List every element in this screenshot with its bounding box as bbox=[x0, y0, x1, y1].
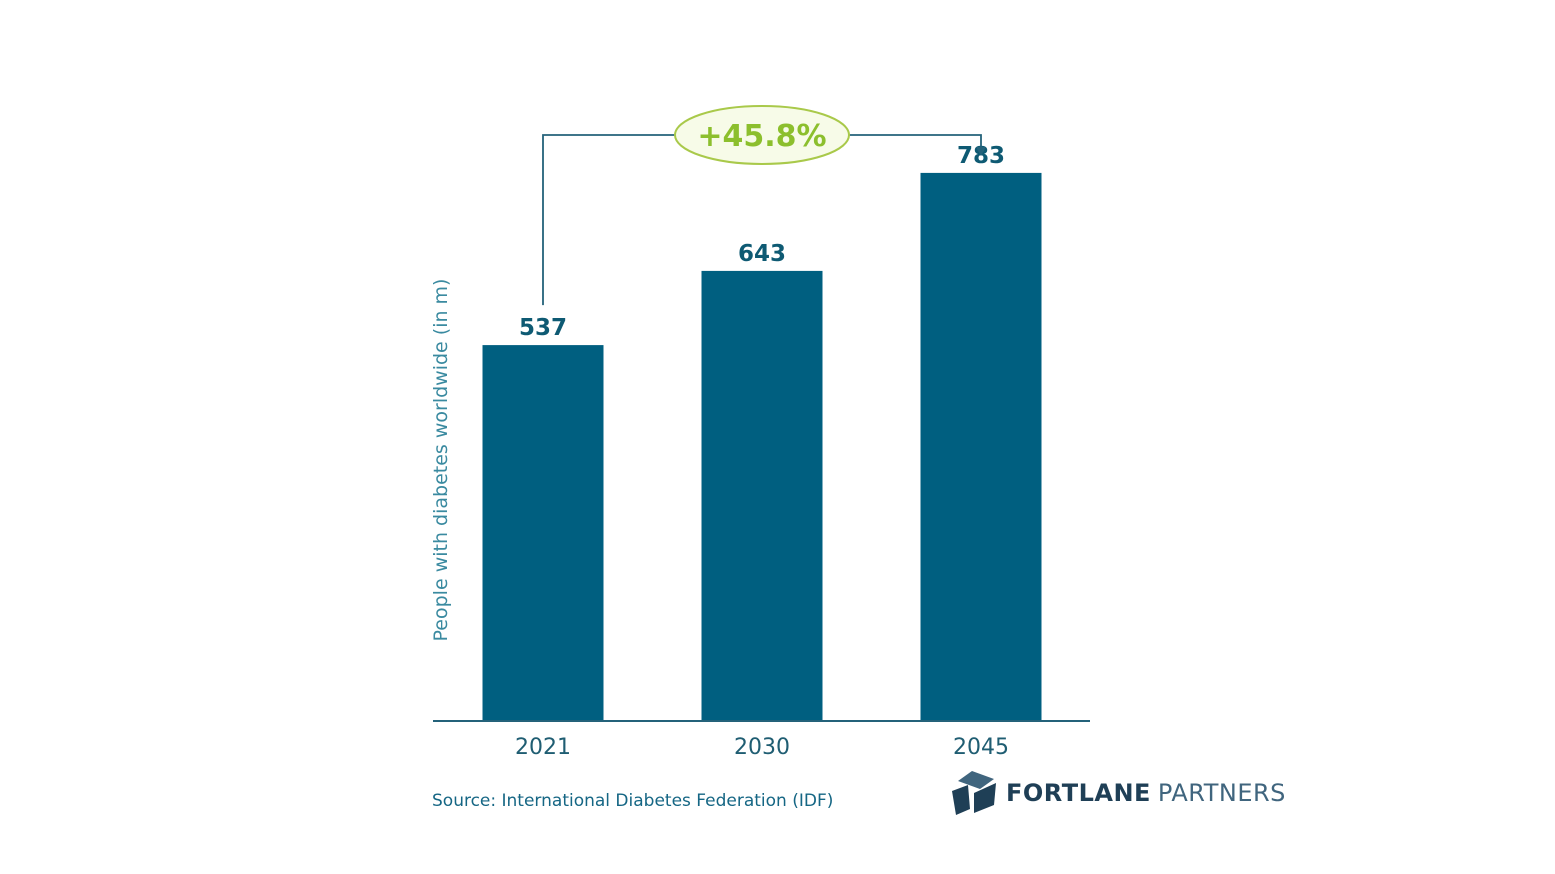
bars-group: 537643783 bbox=[482, 143, 1042, 721]
x-tick-labels: 2021 2030 2045 bbox=[515, 735, 1009, 760]
x-tick-2030: 2030 bbox=[734, 735, 790, 760]
growth-percentage: +45.8% bbox=[697, 119, 826, 154]
brand-name-bold: FORTLANE bbox=[1006, 779, 1151, 807]
brand-name-light: PARTNERS bbox=[1157, 779, 1286, 807]
growth-badge bbox=[674, 105, 850, 165]
x-tick-2021: 2021 bbox=[515, 735, 571, 760]
brand-logo: FORTLANE PARTNERS bbox=[950, 768, 1286, 818]
growth-connector-left bbox=[542, 134, 675, 306]
value-label-2021: 537 bbox=[519, 315, 567, 341]
source-note: Source: International Diabetes Federatio… bbox=[432, 791, 834, 811]
cube-logo-icon bbox=[952, 771, 996, 815]
y-axis-label: People with diabetes worldwide (in m) bbox=[430, 279, 452, 642]
value-label-2030: 643 bbox=[738, 241, 786, 267]
growth-arrow-icon bbox=[976, 147, 986, 156]
x-tick-2045: 2045 bbox=[953, 735, 1009, 760]
growth-annotation: +45.8% bbox=[542, 105, 986, 306]
bar-2030 bbox=[701, 270, 823, 721]
bar-2045 bbox=[920, 172, 1042, 721]
bar-2021 bbox=[482, 345, 604, 721]
growth-connector-right bbox=[849, 134, 982, 148]
